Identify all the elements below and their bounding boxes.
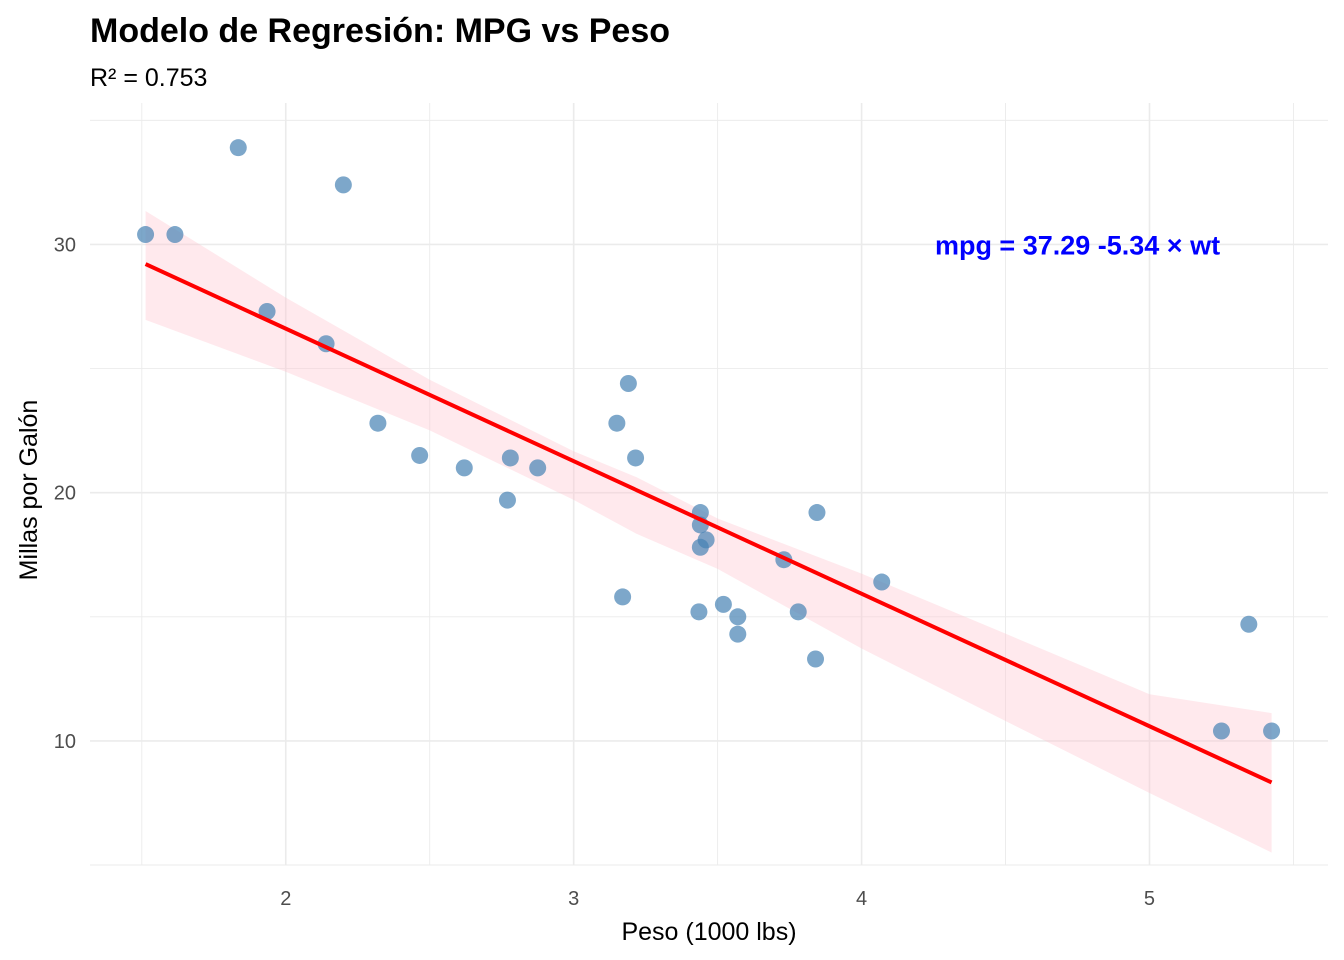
- y-tick-label: 30: [54, 234, 76, 256]
- points-layer: [137, 139, 1281, 740]
- data-point: [369, 414, 387, 432]
- data-point: [614, 588, 632, 606]
- data-point: [137, 226, 155, 244]
- x-tick-label: 5: [1144, 888, 1155, 910]
- x-axis-ticks: 2 3 4 5: [280, 888, 1155, 910]
- data-point: [411, 446, 429, 464]
- data-point: [334, 176, 352, 194]
- x-axis-title: Peso (1000 lbs): [621, 918, 796, 946]
- data-point: [627, 449, 645, 467]
- chart-title: Modelo de Regresión: MPG vs Peso: [90, 12, 670, 50]
- data-point: [608, 414, 626, 432]
- regression-line-layer: [144, 262, 1273, 785]
- data-point: [808, 504, 826, 522]
- data-point: [1212, 722, 1230, 740]
- data-point: [807, 650, 825, 668]
- regression-equation: mpg = 37.29 -5.34 × wt: [935, 230, 1220, 260]
- y-axis-ticks: 10 20 30: [54, 234, 76, 752]
- data-point: [697, 531, 715, 549]
- data-point: [1240, 615, 1258, 633]
- data-point: [690, 603, 708, 621]
- regression-line: [144, 262, 1273, 785]
- data-point: [258, 302, 276, 320]
- data-point: [229, 139, 247, 157]
- y-axis-title: Millas por Galón: [15, 400, 43, 581]
- data-point: [455, 459, 473, 477]
- x-tick-label: 3: [568, 888, 579, 910]
- x-tick-label: 4: [856, 888, 867, 910]
- data-point: [714, 595, 732, 613]
- data-point: [501, 449, 519, 467]
- data-point: [729, 608, 747, 626]
- data-point: [1263, 722, 1281, 740]
- x-tick-label: 2: [280, 888, 291, 910]
- y-tick-label: 20: [54, 483, 76, 505]
- data-point: [529, 459, 547, 477]
- y-tick-label: 10: [54, 731, 76, 753]
- data-point: [729, 625, 747, 643]
- data-point: [166, 226, 184, 244]
- chart-subtitle: R² = 0.753: [90, 64, 207, 92]
- data-point: [873, 573, 891, 591]
- data-point: [498, 491, 516, 509]
- data-point: [619, 374, 637, 392]
- grid: [90, 103, 1328, 866]
- data-point: [789, 603, 807, 621]
